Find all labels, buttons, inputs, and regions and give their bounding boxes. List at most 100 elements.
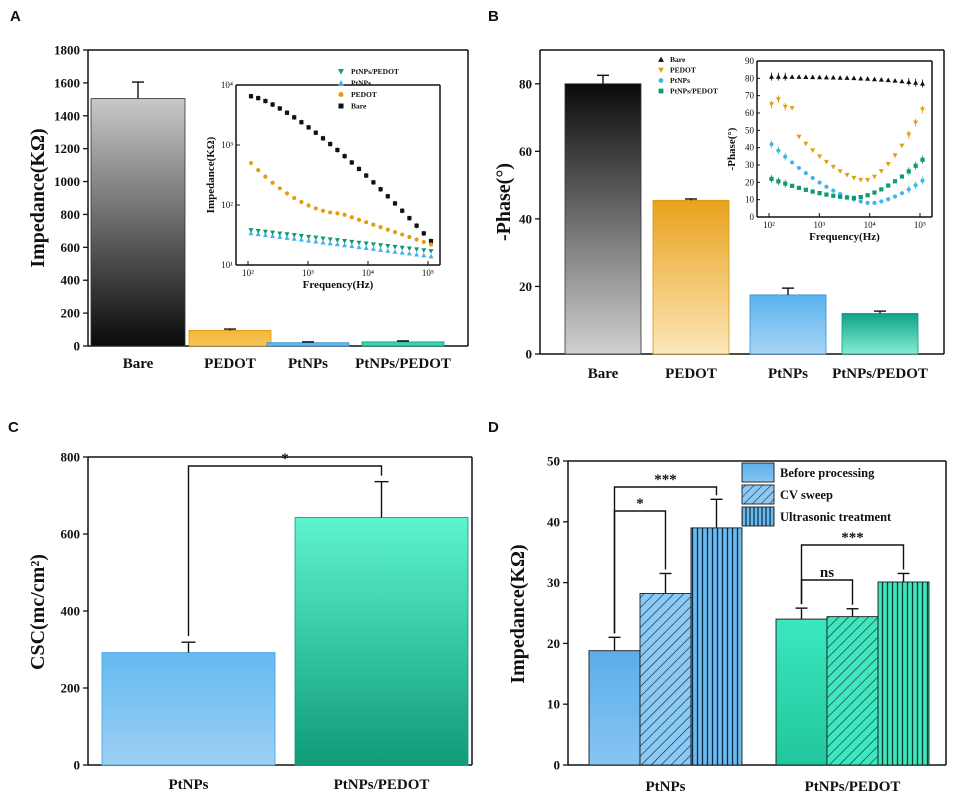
- panel-c-y-tick-label: 800: [61, 450, 81, 465]
- panel-a-y-tick-label: 1200: [54, 141, 80, 156]
- panel-a-inset-y-tick-label: 10⁴: [221, 80, 233, 90]
- panel-b-inset-point-bare: [913, 80, 919, 85]
- panel-a-inset-legend-marker: [338, 103, 344, 109]
- panel-d-legend-swatch-before-processing: [741, 462, 775, 483]
- panel-b-inset-point-bare: [837, 75, 843, 80]
- panel-b-inset-point-ptnps-pedot: [920, 157, 925, 162]
- panel-a-inset-point-bare: [292, 115, 297, 120]
- panel-b-inset-point-pedot: [823, 159, 829, 165]
- panel-b-inset-legend-label: PtNPs: [670, 76, 690, 85]
- panel-a-inset-point-ptnps-pedot: [270, 230, 276, 236]
- panel-d-legend-swatch-ultrasonic-treatment: [741, 506, 775, 527]
- panel-b-inset-point-bare: [789, 74, 795, 79]
- panel-a-inset-point-ptnps: [298, 237, 304, 242]
- panel-d-legend-swatch-cv-sweep: [741, 484, 775, 505]
- panel-a-inset-y-tick-label: 10¹: [221, 260, 233, 270]
- panel-a-inset-legend-marker: [338, 92, 344, 97]
- panel-a-inset-point-bare: [414, 223, 419, 228]
- panel-b-inset-x-tick-label: 10²: [763, 220, 775, 230]
- panel-b-inset-point-bare: [817, 74, 823, 80]
- panel-a-inset-point-ptnps-pedot: [406, 246, 412, 252]
- panel-a-inset-point-ptnps: [399, 250, 405, 255]
- panel-a-inset-point-bare: [356, 166, 362, 172]
- panel-a-inset-point-ptnps: [349, 243, 355, 249]
- panel-b-y-axis-title: -Phase(°): [493, 163, 515, 241]
- panel-d-y-axis-title: Impedance(KΩ): [507, 544, 529, 683]
- panel-b-inset-point-ptnps: [899, 191, 905, 196]
- panel-b-inset-point-ptnps-pedot: [817, 191, 822, 196]
- panel-b-inset-point-ptnps-pedot: [810, 189, 815, 194]
- panel-letter-b: B: [488, 8, 499, 25]
- panel-b-inset-point-ptnps-pedot: [851, 195, 856, 201]
- panel-b-inset-point-pedot: [844, 172, 850, 178]
- panel-a-inset-point-ptnps-pedot: [262, 229, 268, 235]
- panel-b-inset-point-pedot: [919, 107, 926, 113]
- panel-c-y-axis-title: CSC(mc/cm²): [27, 554, 49, 670]
- panel-a-chart: 0 200 400 600 800 1000 1200 1400 1600 1800 Bare PED…: [27, 43, 469, 372]
- panel-b-inset-point-pedot: [837, 169, 843, 174]
- panel-b-category-label: PEDOT: [665, 366, 717, 382]
- panel-d-y-tick-label: 0: [554, 758, 561, 773]
- panel-b-inset-point-pedot: [782, 104, 788, 110]
- panel-b-inset-y-tick-label: 10: [745, 195, 755, 205]
- panel-b-bar-pedot: [652, 199, 730, 355]
- panel-a-inset-legend-label: PtNPs: [351, 79, 371, 88]
- panel-b-category-label: PtNPs: [768, 366, 808, 382]
- panel-b-inset-point-ptnps-pedot: [906, 169, 911, 174]
- panel-a-inset-point-ptnps-pedot: [392, 244, 398, 250]
- panel-d-significance-bracket: [800, 544, 905, 605]
- panel-b-inset-y-tick-label: 40: [745, 143, 755, 153]
- panel-a-inset-point-bare: [248, 94, 254, 99]
- panel-b-inset-point-bare: [885, 77, 891, 83]
- panel-b-inset-legend-marker: [658, 88, 664, 94]
- panel-b-inset-point-ptnps: [865, 200, 870, 205]
- panel-b-inset-point-ptnps-pedot: [886, 183, 891, 188]
- panel-b-inset-point-ptnps-pedot: [858, 195, 863, 200]
- panel-b-inset-point-ptnps: [886, 197, 891, 202]
- panel-b-category-label: Bare: [588, 366, 619, 382]
- panel-b-inset-x-tick-label: 10³: [813, 220, 825, 230]
- panel-a-inset-point-bare: [371, 180, 376, 185]
- panel-a-inset-point-ptnps: [327, 240, 333, 246]
- panel-b-inset-point-pedot: [768, 102, 775, 107]
- panel-a-inset-point-ptnps: [414, 251, 420, 257]
- panel-d-significance-label: ***: [841, 530, 864, 546]
- panel-a-inset-point-pedot: [349, 215, 354, 220]
- panel-b-inset-point-ptnps: [776, 148, 781, 153]
- panel-b-inset-point-bare: [830, 74, 836, 80]
- panel-b-inset-y-tick-label: 50: [745, 125, 755, 135]
- panel-b-inset-point-ptnps-pedot: [879, 187, 884, 192]
- panel-b-inset-point-ptnps-pedot: [872, 190, 877, 195]
- panel-a-inset-point-ptnps-pedot: [327, 237, 333, 242]
- panel-b-inset-point-pedot: [851, 175, 857, 181]
- panel-b-inset-point-ptnps: [824, 184, 829, 189]
- panel-b-inset-point-ptnps: [831, 188, 836, 193]
- panel-a-category-label: PtNPs: [288, 356, 328, 372]
- panel-b-inset-y-tick-label: 80: [745, 73, 755, 83]
- panel-a-y-tick-label: 0: [74, 339, 81, 354]
- panel-a-inset-point-ptnps: [342, 242, 348, 248]
- panel-a-inset-point-ptnps-pedot: [349, 239, 355, 245]
- panel-d-y-tick-label: 30: [547, 575, 560, 590]
- panel-a-inset-point-ptnps: [421, 252, 427, 258]
- panel-b-inset-point-ptnps: [892, 194, 898, 199]
- panel-a-y-tick-label: 600: [61, 240, 81, 255]
- panel-a-inset-legend-marker: [338, 80, 344, 86]
- panel-a-inset-point-ptnps: [334, 241, 340, 247]
- panel-a-inset-x-tick-label: 10⁵: [422, 268, 434, 278]
- panel-d-bar-ptnps-before-processing: [588, 650, 641, 766]
- panel-a-inset-legend-marker: [338, 69, 344, 75]
- panel-b-inset-point-ptnps-pedot: [769, 176, 774, 181]
- panel-a-inset-point-ptnps-pedot: [356, 240, 362, 246]
- panel-b-category-label: PtNPs/PEDOT: [832, 366, 928, 382]
- panel-a-inset-point-pedot: [306, 203, 311, 208]
- panel-a-inset: 10¹ 10² 10³ 10⁴ 10² 10³ 10⁴ 10⁵ Frequency(Hz) Imp…: [205, 67, 441, 291]
- panel-d-legend-label: CV sweep: [780, 488, 833, 502]
- panel-d-bar-ptnps-cv-sweep: [639, 593, 692, 766]
- panel-a-inset-point-bare: [385, 194, 390, 199]
- panel-a-inset-point-pedot: [320, 208, 326, 213]
- panel-b-inset-point-ptnps: [783, 154, 788, 159]
- panel-b-inset-point-ptnps-pedot: [865, 193, 870, 198]
- panel-b-inset-point-ptnps-pedot: [796, 185, 802, 191]
